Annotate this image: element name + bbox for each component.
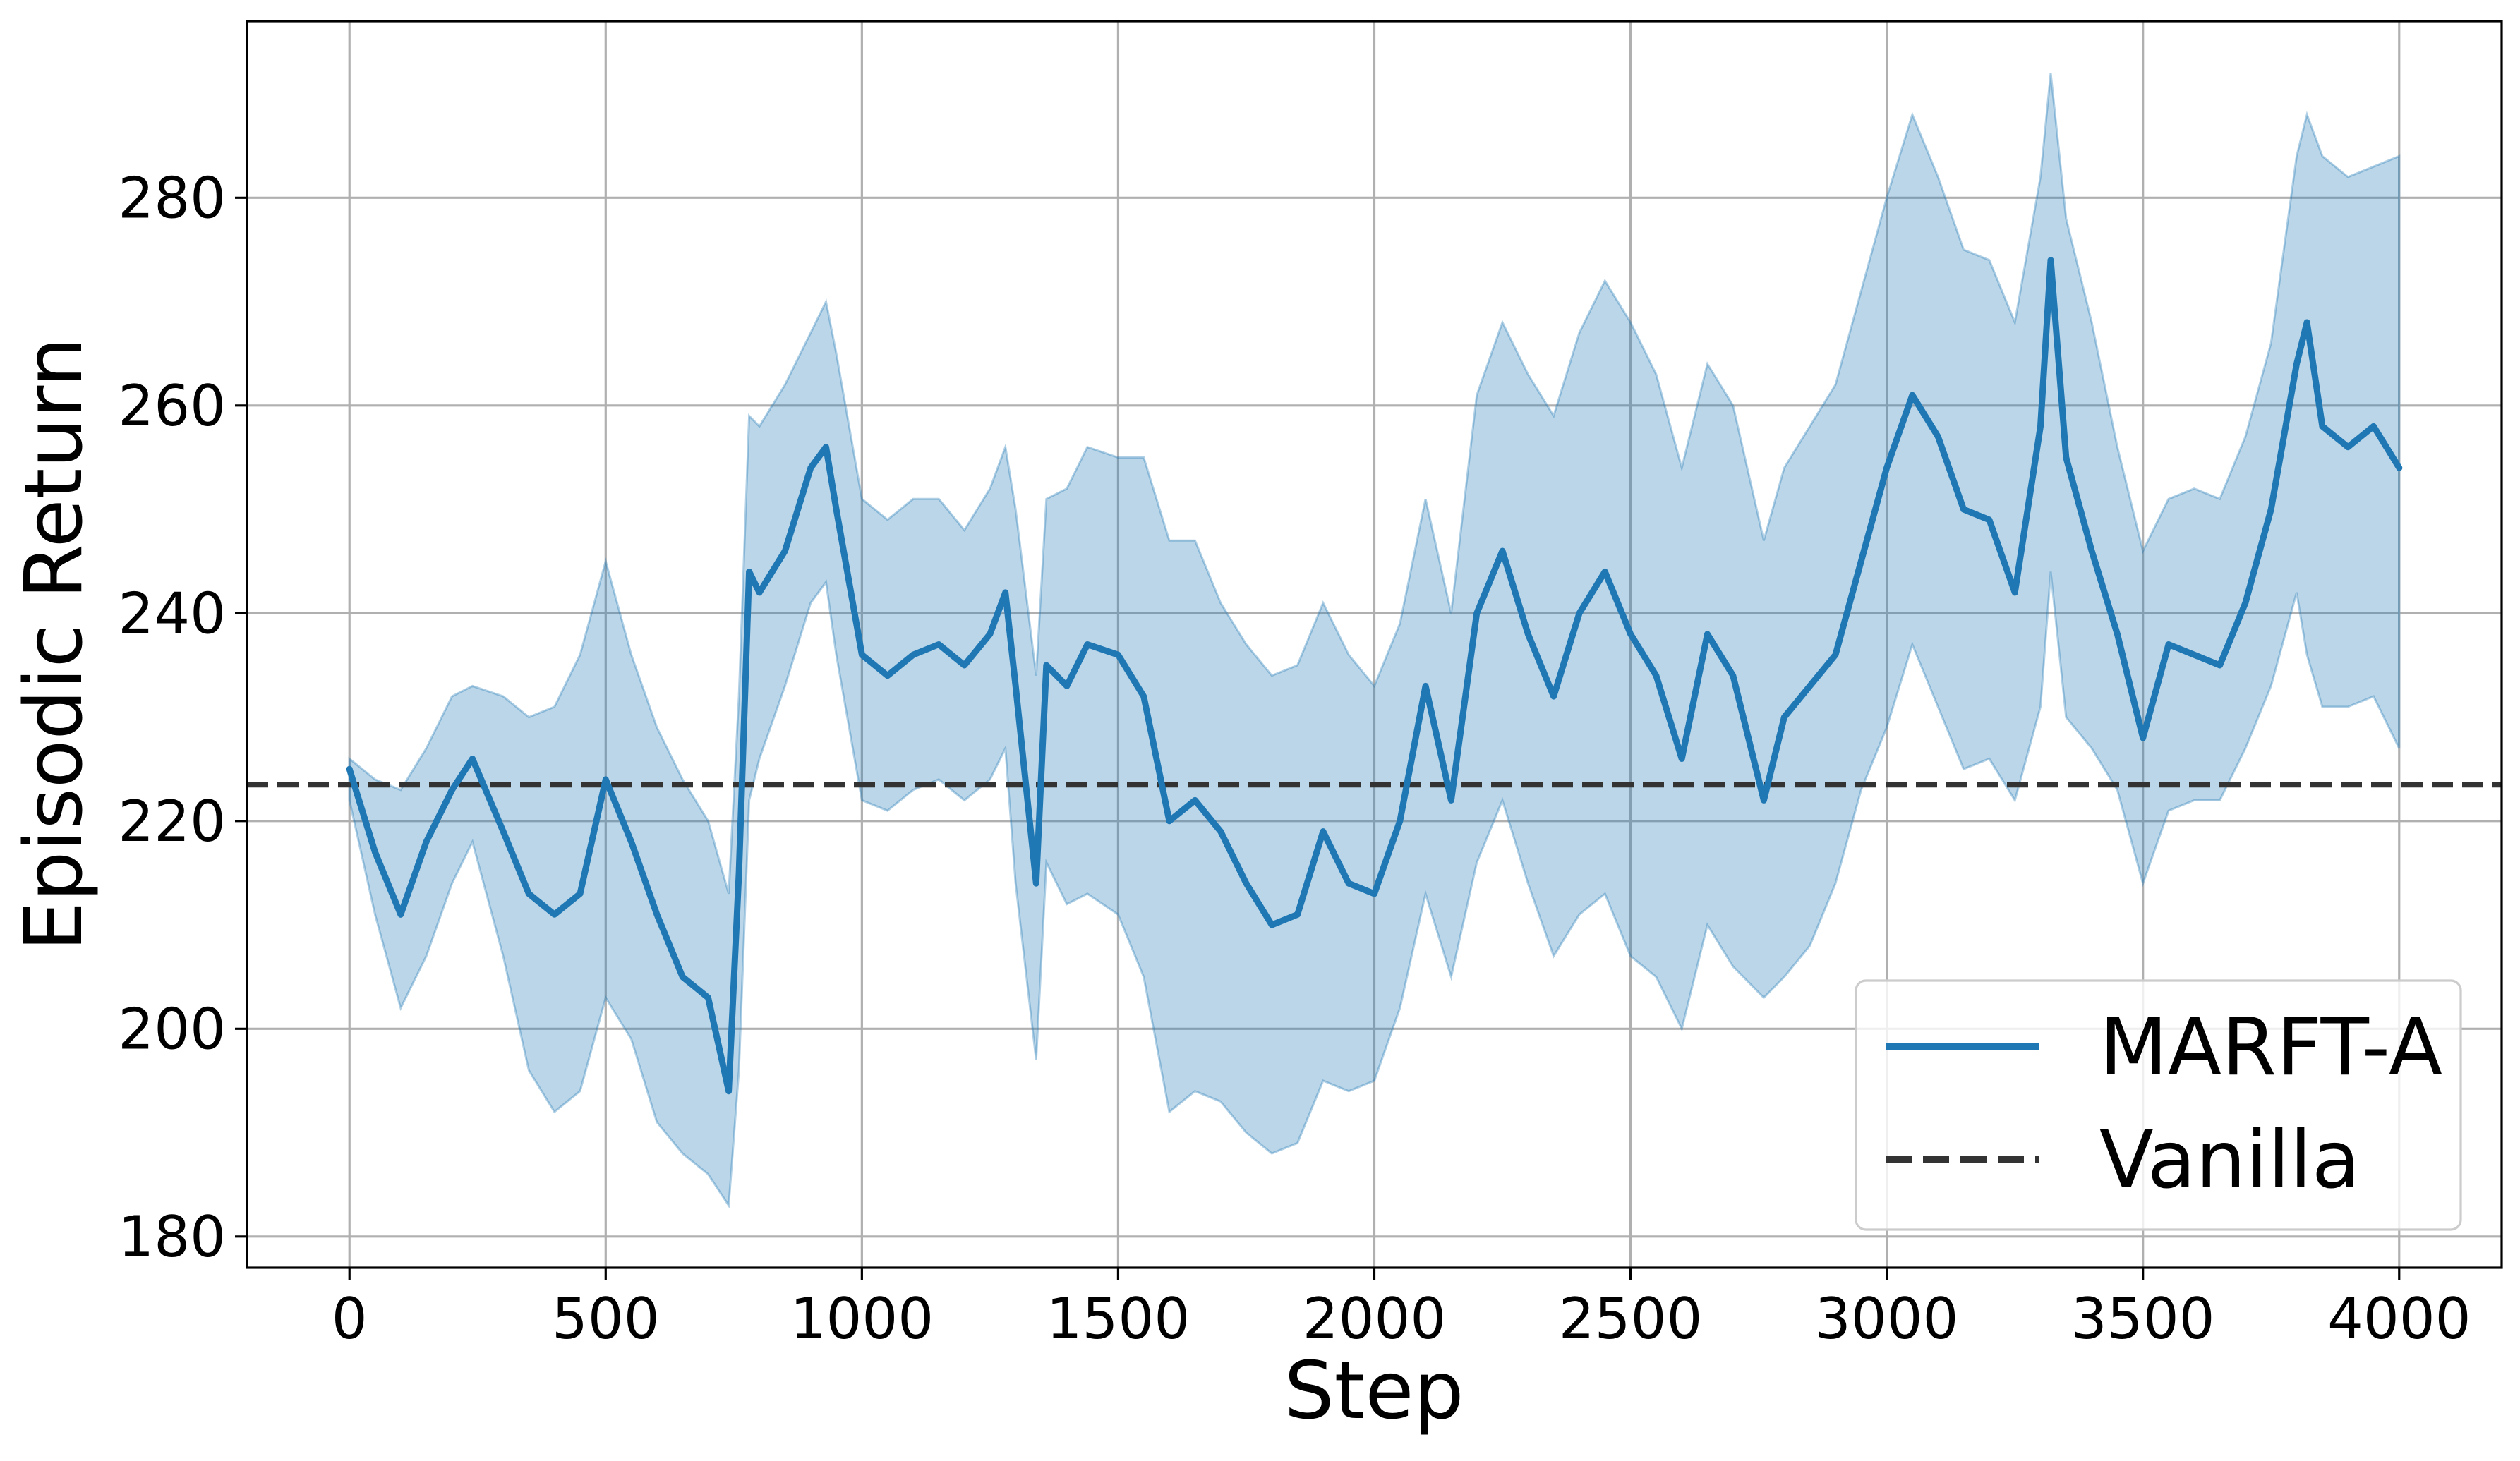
x-axis-ticks: 0 500 1000 1500 2000 2500 3000 3500 4000 [332, 1268, 2471, 1352]
legend-label-marft-a: MARFT-A [2099, 1002, 2442, 1093]
marft-a-band [348, 73, 2401, 1209]
x-tick-label: 3000 [1815, 1286, 1959, 1352]
x-axis-label: Step [1284, 1345, 1464, 1437]
x-tick-label: 1000 [790, 1286, 934, 1352]
x-tick-label: 3500 [2071, 1286, 2215, 1352]
y-axis-label: Episodic Return [8, 337, 100, 952]
y-tick-label: 200 [118, 996, 226, 1062]
legend-label-vanilla: Vanilla [2099, 1115, 2361, 1206]
x-tick-label: 1500 [1047, 1286, 1190, 1352]
y-tick-label: 260 [118, 373, 226, 439]
x-tick-label: 4000 [2327, 1286, 2471, 1352]
y-tick-label: 220 [118, 789, 226, 854]
y-tick-label: 180 [118, 1204, 226, 1270]
legend: MARFT-A Vanilla [1855, 979, 2462, 1231]
confidence-band [348, 73, 2401, 1209]
y-tick-label: 280 [118, 165, 226, 231]
x-tick-label: 2000 [1303, 1286, 1447, 1352]
x-tick-label: 2500 [1559, 1286, 1703, 1352]
x-tick-label: 0 [332, 1286, 368, 1352]
y-axis-ticks: 180 200 220 240 260 280 [118, 165, 247, 1270]
series-lines [247, 257, 2502, 1095]
y-tick-label: 240 [118, 581, 226, 646]
marft-a-line [346, 257, 2403, 1095]
x-tick-label: 500 [552, 1286, 660, 1352]
